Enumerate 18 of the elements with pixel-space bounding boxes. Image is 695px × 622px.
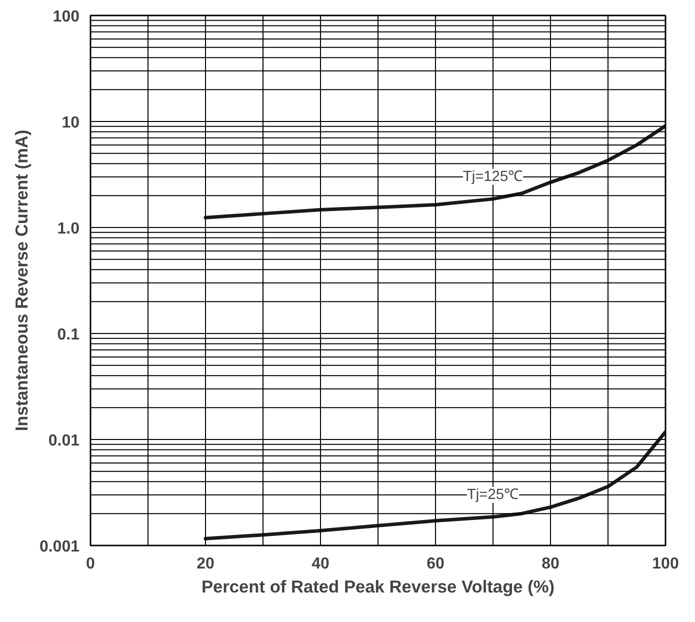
y-tick-label: 100 — [52, 8, 80, 26]
series-label: Tj=125℃ — [462, 168, 524, 185]
y-tick-label: 0.001 — [39, 538, 80, 556]
x-tick-label: 20 — [196, 556, 214, 572]
y-tick-label: 10 — [62, 114, 80, 132]
x-axis-title: Percent of Rated Peak Reverse Voltage (%) — [201, 576, 555, 596]
line-series — [204, 430, 666, 540]
x-tick-label: 80 — [542, 556, 560, 572]
y-tick-label: 0.1 — [57, 326, 80, 344]
line-series — [204, 124, 666, 220]
y-tick-label: 0.01 — [48, 432, 80, 450]
y-tick-label: 1.0 — [57, 220, 80, 238]
x-tick-label: 60 — [426, 556, 444, 572]
x-tick-label: 40 — [312, 556, 330, 572]
series-label: Tj=25℃ — [466, 486, 520, 503]
y-axis-title: Instantaneous Reverse Current (mA) — [11, 130, 32, 432]
x-tick-label: 0 — [86, 556, 96, 572]
x-tick-label: 100 — [652, 556, 679, 572]
